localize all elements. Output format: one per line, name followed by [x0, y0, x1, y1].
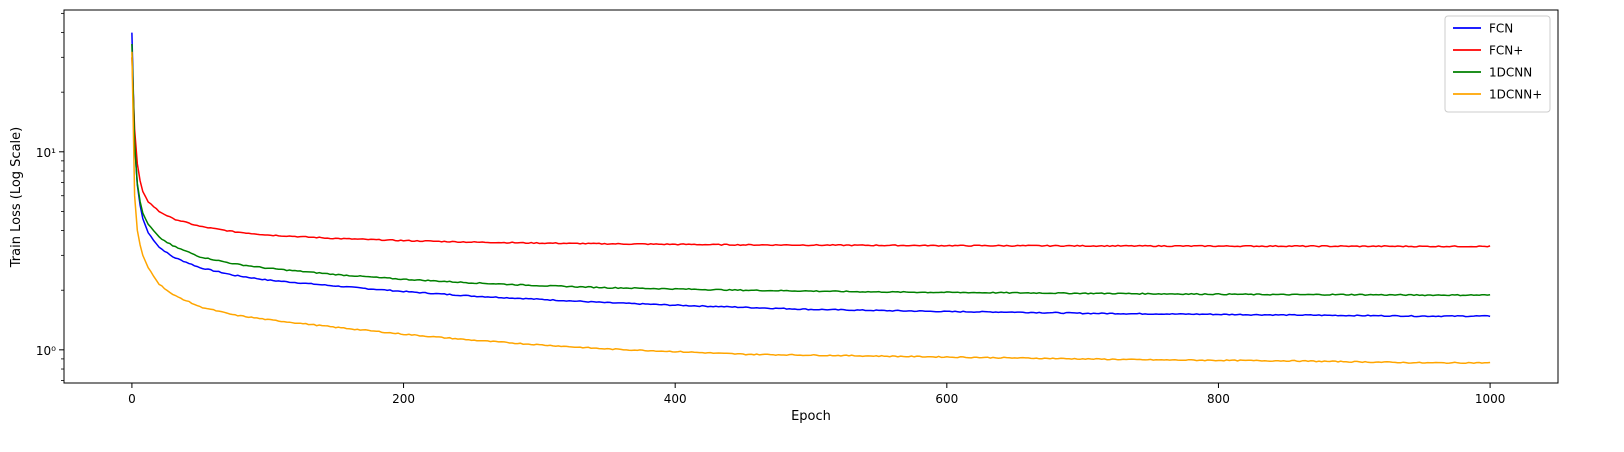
plot-frame [63, 9, 1559, 384]
x-axis: 0 200 400 600 800 1000 [128, 383, 1505, 406]
y-tick-label: 10⁰ [36, 344, 56, 358]
legend-label: FCN [1489, 22, 1513, 36]
x-tick-label: 0 [128, 392, 136, 406]
legend-box [1444, 15, 1551, 113]
series-line-1dcnn [131, 43, 1491, 297]
y-tick-label: 10¹ [36, 146, 56, 160]
x-tick-label: 600 [935, 392, 958, 406]
series-line-fcn- [131, 57, 1491, 248]
x-axis-label: Epoch [791, 409, 831, 424]
x-tick-label: 1000 [1475, 392, 1506, 406]
legend-label: 1DCNN+ [1489, 88, 1542, 102]
x-tick-label: 200 [392, 392, 415, 406]
x-tick-label: 400 [664, 392, 687, 406]
series-line-fcn [131, 32, 1491, 318]
series-line-1dcnn- [131, 51, 1491, 365]
legend: FCN FCN+ 1DCNN 1DCNN+ [1444, 15, 1551, 113]
series-layer [131, 32, 1491, 365]
plot-area [64, 10, 1558, 383]
legend-label: FCN+ [1489, 44, 1523, 58]
y-axis: 10⁰ 10¹ [36, 12, 64, 381]
x-tick-label: 800 [1207, 392, 1230, 406]
y-axis-label: Train Loss (Log Scale) [9, 127, 24, 268]
legend-label: 1DCNN [1489, 66, 1532, 80]
